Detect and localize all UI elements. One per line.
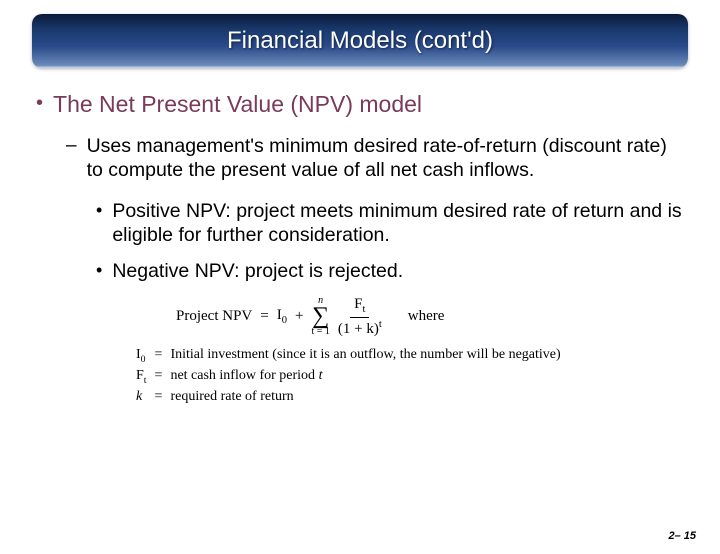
- sum-lower: t = 1: [311, 327, 329, 337]
- bullet-icon: •: [96, 259, 102, 282]
- def-symbol: I0: [136, 347, 147, 365]
- def-text: required rate of return: [170, 389, 684, 405]
- slide-content: • The Net Present Value (NPV) model – Us…: [0, 68, 720, 405]
- fraction: Ft (1 + k)t: [338, 296, 382, 337]
- dash-icon: –: [66, 134, 77, 158]
- fraction-numerator: Ft: [350, 296, 369, 318]
- equals-sign: =: [155, 347, 163, 363]
- bullet-level2: – Uses management's minimum desired rate…: [66, 134, 684, 183]
- plus-sign: +: [295, 308, 303, 325]
- bullet-level1: • The Net Present Value (NPV) model: [36, 90, 684, 120]
- equals-sign: =: [155, 368, 163, 384]
- fraction-denominator: (1 + k)t: [338, 318, 382, 338]
- bullet-level3: • Negative NPV: project is rejected.: [96, 259, 684, 283]
- equals-sign: =: [260, 308, 268, 325]
- bullet-text: Positive NPV: project meets minimum desi…: [112, 199, 684, 248]
- bullet-text: Negative NPV: project is rejected.: [112, 259, 403, 283]
- def-symbol: k: [136, 389, 147, 405]
- summation: n ∑ t = 1: [311, 296, 329, 338]
- page-number: 2– 15: [668, 530, 696, 542]
- title-bar: Financial Models (cont'd): [32, 14, 688, 68]
- formula-definitions: I0 = Initial investment (since it is an …: [136, 347, 684, 405]
- bullet-icon: •: [96, 199, 102, 222]
- sigma-icon: ∑: [312, 306, 329, 328]
- formula-label: Project NPV: [176, 308, 252, 325]
- slide-title: Financial Models (cont'd): [227, 27, 493, 55]
- term-i0: I0: [277, 307, 287, 326]
- bullet-icon: •: [36, 90, 43, 116]
- formula-block: Project NPV = I0 + n ∑ t = 1 Ft (1 + k)t…: [136, 296, 684, 405]
- equals-sign: =: [155, 389, 163, 405]
- def-text: Initial investment (since it is an outfl…: [170, 347, 684, 363]
- bullet-text: Uses management's minimum desired rate-o…: [87, 134, 684, 183]
- def-text: net cash inflow for period t: [170, 368, 684, 384]
- npv-formula: Project NPV = I0 + n ∑ t = 1 Ft (1 + k)t…: [176, 296, 684, 338]
- bullet-level3: • Positive NPV: project meets minimum de…: [96, 199, 684, 248]
- def-symbol: Ft: [136, 368, 147, 386]
- where-label: where: [408, 308, 445, 325]
- bullet-text: The Net Present Value (NPV) model: [53, 90, 422, 120]
